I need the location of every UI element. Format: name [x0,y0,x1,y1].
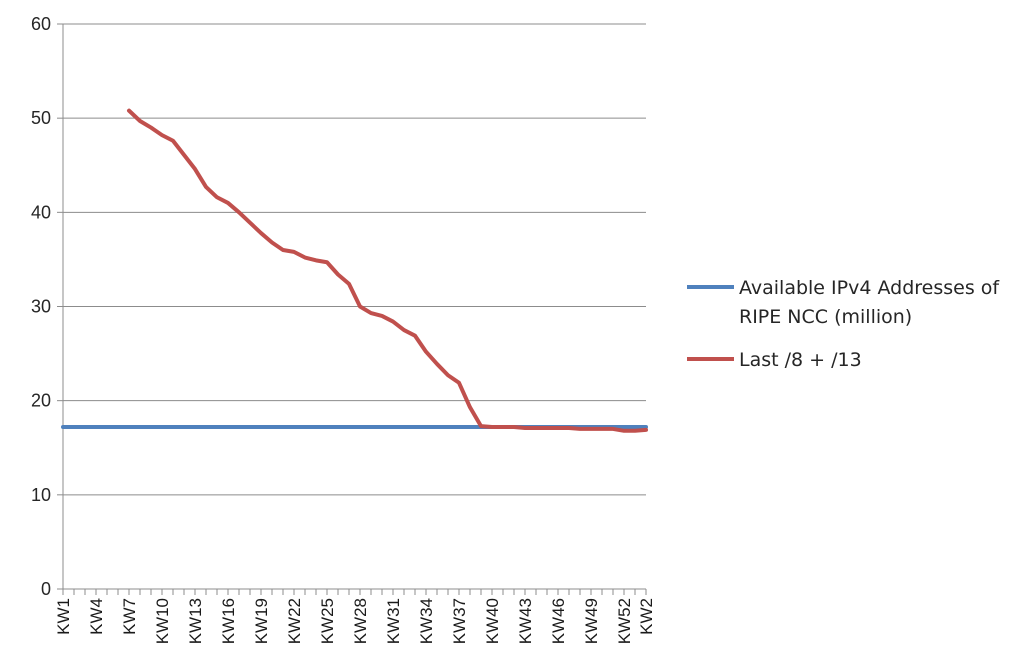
axes: 0 10 20 30 40 50 60 KW1 KW4 KW7 KW10 KW13 KW16 KW19 KW… [31,14,656,644]
x-tick-label: KW52 [615,598,634,644]
x-tick-label: KW7 [120,598,139,635]
series-lines [61,108,648,433]
y-tick-label: 50 [31,108,51,128]
legend-label: Last /8 + /13 [739,349,862,371]
x-tick-label: KW25 [318,598,337,644]
x-tick-label: KW40 [483,598,502,644]
x-tick-label: KW22 [285,598,304,644]
x-tick-label: KW28 [351,598,370,644]
y-tick-label: 0 [41,579,51,599]
x-tick-label: KW16 [219,598,238,644]
y-tick-label: 10 [31,485,51,505]
x-tick-label: KW4 [87,598,106,635]
gridlines [63,23,646,496]
x-tick-label: KW43 [516,598,535,644]
x-tick-label: KW34 [417,598,436,644]
legend-label: Available IPv4 Addresses of [739,277,1000,299]
legend: Available IPv4 Addresses of RIPE NCC (mil… [687,277,1000,371]
x-tick-label: KW10 [153,598,172,644]
x-tick-label: KW46 [549,598,568,644]
y-tick-label: 20 [31,391,51,411]
x-tick-label: KW37 [450,598,469,644]
x-tick-label: KW19 [252,598,271,644]
x-tick-label: KW13 [186,598,205,644]
x-tick-label: KW2 [637,598,656,635]
y-tick-label: 60 [31,14,51,34]
y-tick-label: 30 [31,297,51,317]
series-line-2 [127,108,648,433]
x-tick-label: KW49 [582,598,601,644]
y-tick-label: 40 [31,202,51,222]
legend-label: RIPE NCC (million) [739,306,912,328]
x-tick-label: KW31 [384,598,403,644]
x-tick-label: KW1 [54,598,73,635]
